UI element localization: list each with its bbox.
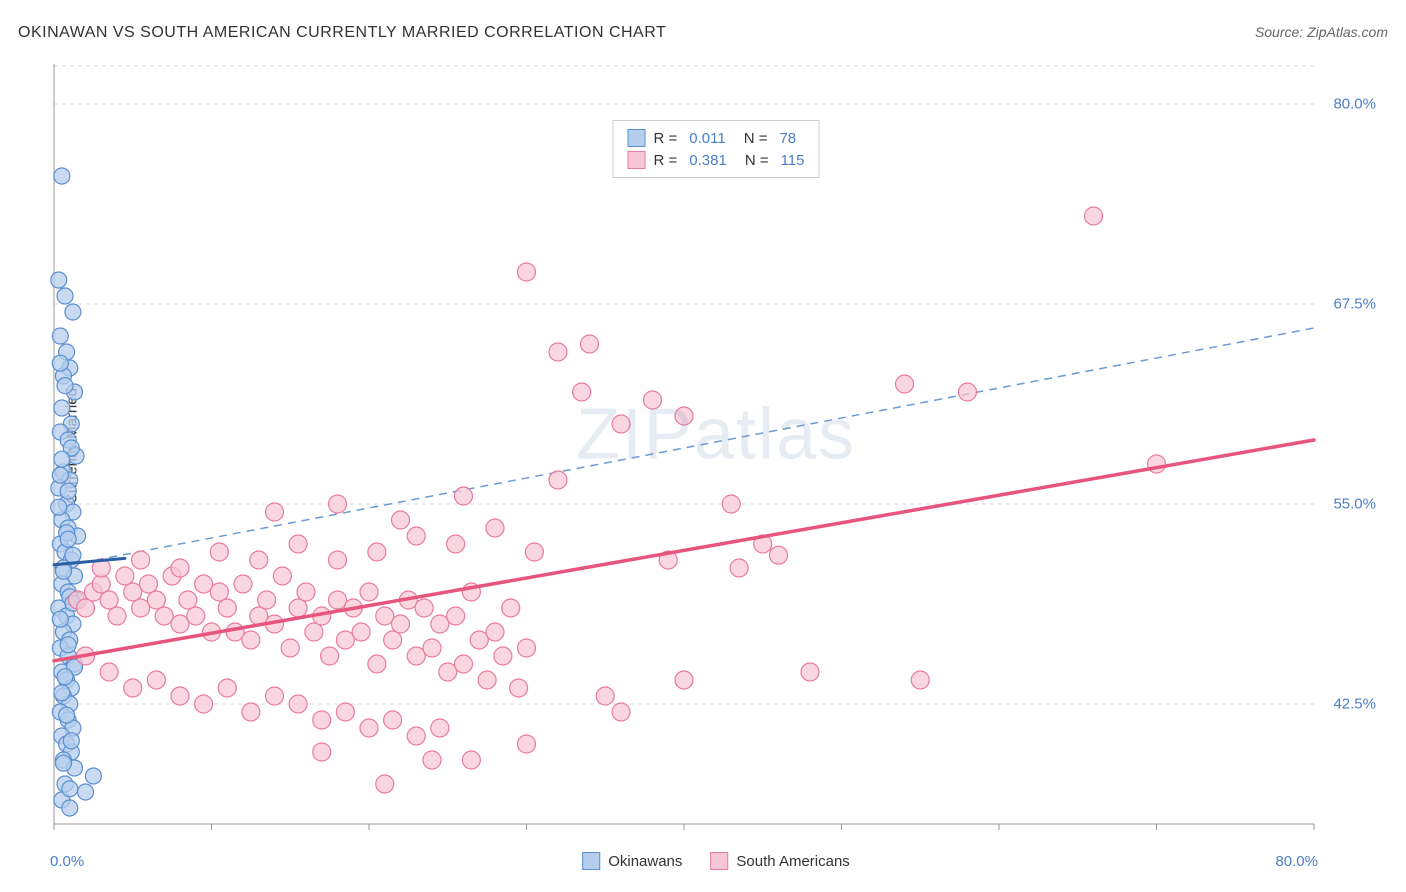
legend-r-label: R = [654, 130, 678, 147]
legend-r-value: 0.381 [689, 152, 727, 169]
legend-bottom-item-1: South Americans [710, 852, 849, 870]
legend-label: Okinawans [608, 853, 682, 870]
legend-label: South Americans [736, 853, 849, 870]
legend-r-label: R = [654, 152, 678, 169]
legend-swatch-pink [628, 151, 646, 169]
x-tick-label: 0.0% [50, 853, 84, 870]
legend-swatch-pink [710, 852, 728, 870]
legend-n-label: N = [745, 152, 769, 169]
legend-bottom: Okinawans South Americans [582, 852, 850, 870]
y-tick-label: 55.0% [1333, 496, 1376, 513]
legend-r-value: 0.011 [689, 130, 725, 147]
legend-bottom-item-0: Okinawans [582, 852, 682, 870]
legend-top-row-0: R = 0.011 N = 78 [628, 127, 805, 149]
legend-n-value: 78 [779, 130, 796, 147]
legend-n-label: N = [744, 130, 768, 147]
y-tick-label: 67.5% [1333, 296, 1376, 313]
chart-container: OKINAWAN VS SOUTH AMERICAN CURRENTLY MAR… [0, 0, 1406, 892]
legend-top: R = 0.011 N = 78 R = 0.381 N = 115 [613, 120, 820, 178]
y-tick-label: 42.5% [1333, 696, 1376, 713]
legend-top-row-1: R = 0.381 N = 115 [628, 149, 805, 171]
chart-area: ZIPatlas R = 0.011 N = 78 R = 0.381 N = … [46, 56, 1386, 846]
x-tick-label: 80.0% [1275, 853, 1318, 870]
legend-n-value: 115 [781, 152, 805, 169]
source-attribution: Source: ZipAtlas.com [1255, 24, 1388, 40]
legend-swatch-blue [628, 129, 646, 147]
legend-swatch-blue [582, 852, 600, 870]
y-tick-label: 80.0% [1333, 96, 1376, 113]
chart-title: OKINAWAN VS SOUTH AMERICAN CURRENTLY MAR… [18, 24, 666, 42]
